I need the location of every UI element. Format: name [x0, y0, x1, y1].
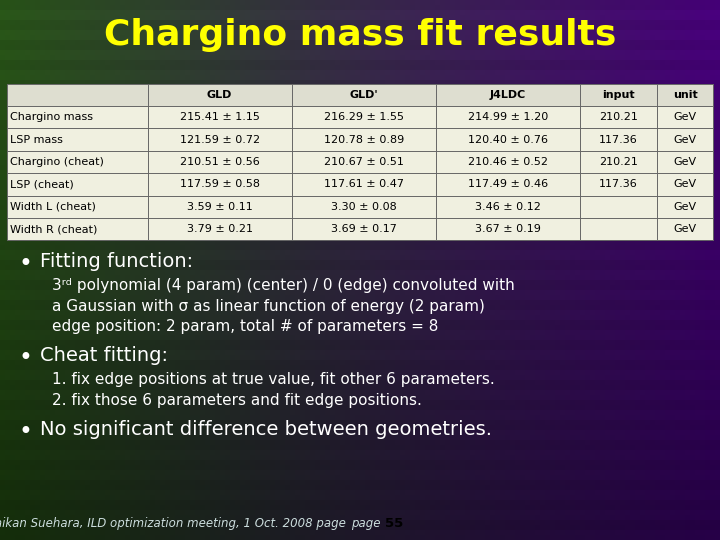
Text: 3.79 ± 0.21: 3.79 ± 0.21: [186, 224, 253, 234]
Text: 121.59 ± 0.72: 121.59 ± 0.72: [179, 134, 260, 145]
Text: 214.99 ± 1.20: 214.99 ± 1.20: [468, 112, 548, 122]
Text: GeV: GeV: [673, 157, 697, 167]
Text: 55: 55: [385, 517, 403, 530]
Text: 215.41 ± 1.15: 215.41 ± 1.15: [180, 112, 259, 122]
Text: a Gaussian with σ as linear function of energy (2 param): a Gaussian with σ as linear function of …: [52, 299, 485, 314]
Text: 3.69 ± 0.17: 3.69 ± 0.17: [330, 224, 397, 234]
Text: No significant difference between geometries.: No significant difference between geomet…: [40, 420, 492, 438]
Text: Taikan Suehara, ILD optimization meeting, 1 Oct. 2008 page: Taikan Suehara, ILD optimization meeting…: [0, 517, 349, 530]
Text: 2. fix those 6 parameters and fit edge positions.: 2. fix those 6 parameters and fit edge p…: [52, 393, 422, 408]
Text: Fitting function:: Fitting function:: [40, 252, 193, 271]
Text: GeV: GeV: [673, 179, 697, 190]
Text: 117.49 ± 0.46: 117.49 ± 0.46: [468, 179, 548, 190]
Text: •: •: [18, 346, 32, 370]
Text: GLD: GLD: [207, 90, 233, 100]
Text: 210.67 ± 0.51: 210.67 ± 0.51: [324, 157, 404, 167]
Text: 120.40 ± 0.76: 120.40 ± 0.76: [468, 134, 548, 145]
Text: 3.67 ± 0.19: 3.67 ± 0.19: [474, 224, 541, 234]
Text: Width R (cheat): Width R (cheat): [10, 224, 97, 234]
Text: input: input: [603, 90, 635, 100]
Text: unit: unit: [672, 90, 698, 100]
Text: 210.51 ± 0.56: 210.51 ± 0.56: [180, 157, 259, 167]
Text: GeV: GeV: [673, 134, 697, 145]
Text: 3.46 ± 0.12: 3.46 ± 0.12: [474, 202, 541, 212]
Text: 3.30 ± 0.08: 3.30 ± 0.08: [330, 202, 397, 212]
Text: page: page: [351, 517, 380, 530]
Text: 120.78 ± 0.89: 120.78 ± 0.89: [323, 134, 404, 145]
Text: Chargino (cheat): Chargino (cheat): [10, 157, 104, 167]
Text: GeV: GeV: [673, 224, 697, 234]
Text: 1. fix edge positions at true value, fit other 6 parameters.: 1. fix edge positions at true value, fit…: [52, 372, 495, 387]
Text: •: •: [18, 252, 32, 276]
Text: Chargino mass fit results: Chargino mass fit results: [104, 18, 616, 52]
Bar: [7, 129, 713, 151]
Text: 3.59 ± 0.11: 3.59 ± 0.11: [186, 202, 253, 212]
Text: LSP (cheat): LSP (cheat): [10, 179, 74, 190]
Bar: [7, 195, 713, 218]
Text: edge position: 2 param, total # of parameters = 8: edge position: 2 param, total # of param…: [52, 319, 438, 334]
Text: GLD': GLD': [349, 90, 378, 100]
Text: 117.36: 117.36: [599, 134, 638, 145]
Bar: [7, 218, 713, 240]
Text: 117.59 ± 0.58: 117.59 ± 0.58: [179, 179, 260, 190]
Text: 210.46 ± 0.52: 210.46 ± 0.52: [468, 157, 548, 167]
Text: J4LDC: J4LDC: [490, 90, 526, 100]
Text: GeV: GeV: [673, 202, 697, 212]
Text: 3ʳᵈ polynomial (4 param) (center) / 0 (edge) convoluted with: 3ʳᵈ polynomial (4 param) (center) / 0 (e…: [52, 278, 515, 293]
Text: Cheat fitting:: Cheat fitting:: [40, 346, 168, 365]
Text: •: •: [18, 420, 32, 443]
Text: 210.21: 210.21: [599, 157, 638, 167]
Text: 210.21: 210.21: [599, 112, 638, 122]
Bar: [7, 106, 713, 129]
Text: 216.29 ± 1.55: 216.29 ± 1.55: [324, 112, 404, 122]
Text: Chargino mass: Chargino mass: [10, 112, 93, 122]
Text: LSP mass: LSP mass: [10, 134, 63, 145]
Bar: [7, 151, 713, 173]
Bar: [7, 84, 713, 106]
Text: Width L (cheat): Width L (cheat): [10, 202, 96, 212]
Text: 117.36: 117.36: [599, 179, 638, 190]
Bar: [7, 173, 713, 195]
Text: 117.61 ± 0.47: 117.61 ± 0.47: [324, 179, 404, 190]
Text: GeV: GeV: [673, 112, 697, 122]
